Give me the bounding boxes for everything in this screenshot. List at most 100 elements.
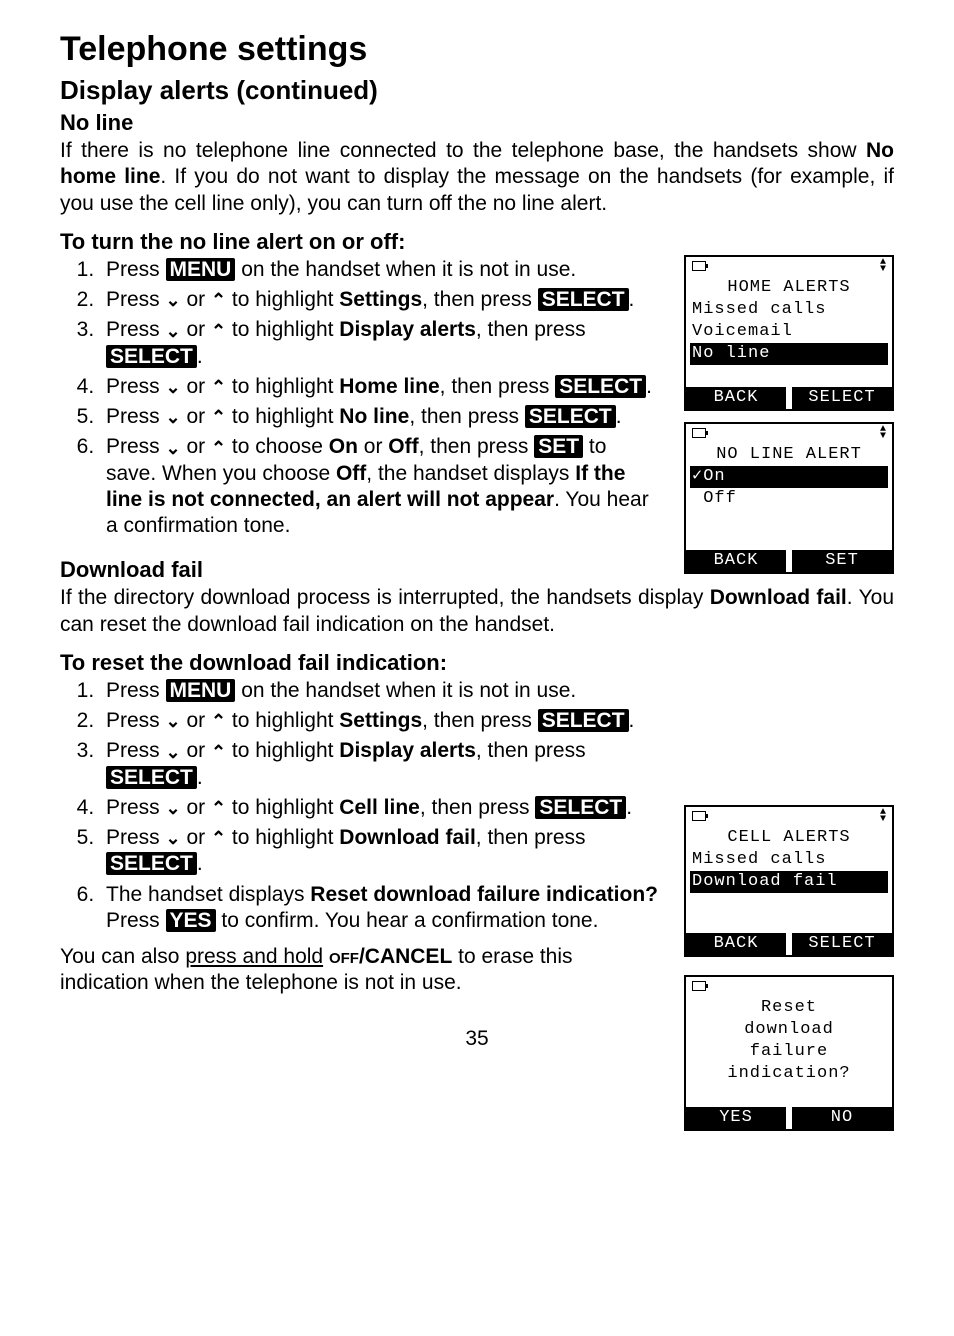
down-icon: ▼ (880, 431, 886, 442)
text: . (197, 852, 203, 875)
battery-icon (692, 981, 706, 991)
text-bold: Home line (339, 375, 439, 398)
text: or (181, 826, 211, 849)
text: or (181, 435, 211, 458)
no-line-steps: Press MENU on the handset when it is not… (60, 257, 660, 540)
no-line-heading: No line (60, 110, 894, 136)
text: . (616, 405, 622, 428)
text: . (197, 345, 203, 368)
text: You can also (60, 945, 185, 968)
text: Press (106, 679, 166, 702)
text: or (358, 435, 388, 458)
lcd-row-selected: No line (690, 343, 888, 365)
text-underline: press and hold (185, 945, 323, 968)
text: or (181, 375, 211, 398)
step-2: Press ⌄ or ⌃ to highlight Settings, then… (100, 708, 660, 734)
softkey-no: NO (792, 1107, 892, 1129)
text-bold: Download fail (710, 586, 847, 609)
select-button-label: SELECT (538, 709, 629, 732)
download-fail-steps-col: Press MENU on the handset when it is not… (60, 678, 660, 997)
text: , then press (476, 318, 586, 341)
softkey-select: SELECT (792, 933, 892, 955)
download-fail-intro: If the directory download process is int… (60, 585, 894, 638)
select-button-label: SELECT (106, 345, 197, 368)
text: , then press (420, 796, 536, 819)
lcd-cell-alerts: ▲▼ CELL ALERTS Missed calls Download fai… (684, 805, 894, 957)
select-button-label: SELECT (538, 288, 629, 311)
yes-button-label: YES (166, 909, 216, 932)
lcd-reset-confirm: Reset download failure indication? YES N… (684, 975, 894, 1131)
text: . (626, 796, 632, 819)
text: to highlight (226, 318, 339, 341)
text: Press (106, 435, 166, 458)
step-6: The handset displays Reset download fail… (100, 882, 660, 935)
menu-button-label: MENU (166, 258, 236, 281)
scroll-icon: ▲▼ (880, 426, 886, 440)
text: . (629, 709, 635, 732)
page-subtitle: Display alerts (continued) (60, 75, 894, 106)
text: . (646, 375, 652, 398)
text: Press (106, 318, 166, 341)
off-key-label: off (329, 945, 359, 968)
no-line-steps-title: To turn the no line alert on or off: (60, 229, 894, 255)
down-icon: ▼ (880, 814, 886, 825)
lcd-row: Off (690, 488, 888, 510)
lcd-title: CELL ALERTS (690, 827, 888, 849)
battery-icon (692, 261, 706, 271)
lcd-row-selected: Download fail (690, 871, 888, 893)
lcd-title: NO LINE ALERT (690, 444, 888, 466)
page: Telephone settings Display alerts (conti… (0, 0, 954, 1336)
lcd-home-alerts: ▲▼ HOME ALERTS Missed calls Voicemail No… (684, 255, 894, 411)
text: to highlight (226, 826, 339, 849)
text: Press (106, 826, 166, 849)
text: to confirm. You hear a confirmation tone… (216, 909, 599, 932)
lcd-row: indication? (690, 1063, 888, 1085)
page-title: Telephone settings (60, 30, 894, 69)
download-fail-steps-title: To reset the download fail indication: (60, 650, 894, 676)
lcd-no-line-alert: ▲▼ NO LINE ALERT ✓On Off BACK SET (684, 422, 894, 574)
step-5: Press ⌄ or ⌃ to highlight No line, then … (100, 404, 660, 430)
text: Press (106, 739, 166, 762)
text: to highlight (226, 796, 339, 819)
select-button-label: SELECT (555, 375, 646, 398)
text: Press (106, 796, 166, 819)
text: Press (106, 258, 166, 281)
text: to highlight (226, 739, 339, 762)
select-button-label: SELECT (525, 405, 616, 428)
text: or (181, 796, 211, 819)
text-bold: Download fail (339, 826, 476, 849)
text: , then press (422, 709, 538, 732)
lcd-row-selected: ✓On (690, 466, 888, 488)
text-bold: Off (336, 462, 366, 485)
step-1: Press MENU on the handset when it is not… (100, 678, 660, 704)
text: Press (106, 288, 166, 311)
lcd-row: Reset (690, 997, 888, 1019)
select-button-label: SELECT (535, 796, 626, 819)
text: or (181, 709, 211, 732)
softkey-set: SET (792, 550, 892, 572)
battery-icon (692, 428, 706, 438)
text: to highlight (226, 405, 339, 428)
select-button-label: SELECT (106, 766, 197, 789)
softkey-back: BACK (686, 933, 786, 955)
text: or (181, 739, 211, 762)
text-bold: Display alerts (339, 318, 476, 341)
text: on the handset when it is not in use. (235, 258, 576, 281)
text: to highlight (226, 709, 339, 732)
lcd-row: download (690, 1019, 888, 1041)
text: , then press (476, 826, 586, 849)
text: on the handset when it is not in use. (235, 679, 576, 702)
text-bold: Reset download failure indication? (310, 883, 658, 906)
text: Press (106, 375, 166, 398)
step-4: Press ⌄ or ⌃ to highlight Cell line, the… (100, 795, 660, 821)
step-1: Press MENU on the handset when it is not… (100, 257, 660, 283)
text: or (181, 405, 211, 428)
text: The handset displays (106, 883, 310, 906)
text-bold: No line (339, 405, 409, 428)
text: . (629, 288, 635, 311)
text: to choose (226, 435, 329, 458)
battery-icon (692, 811, 706, 821)
menu-button-label: MENU (166, 679, 236, 702)
text: Press (106, 709, 166, 732)
text: Press (106, 909, 166, 932)
